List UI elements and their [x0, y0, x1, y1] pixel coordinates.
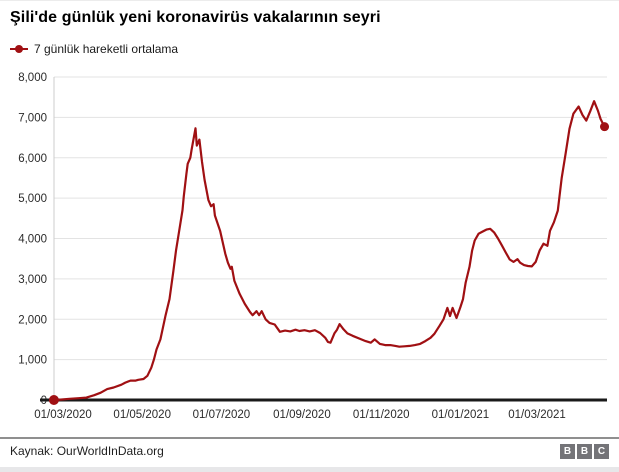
x-tick-label: 01/01/2021 — [432, 409, 490, 421]
y-tick-label: 4,000 — [18, 234, 47, 246]
y-tick-label: 6,000 — [18, 153, 47, 165]
x-tick-label: 01/05/2020 — [113, 409, 171, 421]
bbc-logo: B B C — [560, 444, 609, 459]
footer-divider — [0, 437, 619, 439]
x-tick-label: 01/03/2020 — [34, 409, 92, 421]
source-text: Kaynak: OurWorldInData.org — [10, 444, 164, 458]
legend: 7 günlük hareketli ortalama — [10, 42, 178, 56]
bottom-strip — [0, 467, 619, 472]
y-tick-label: 2,000 — [18, 314, 47, 326]
bbc-logo-letter: B — [577, 444, 592, 459]
y-tick-label: 5,000 — [18, 193, 47, 205]
x-tick-label: 01/11/2020 — [353, 409, 410, 421]
x-tick-label: 01/03/2021 — [508, 409, 566, 421]
y-tick-label: 8,000 — [18, 72, 47, 84]
bbc-logo-letter: B — [560, 444, 575, 459]
bbc-logo-letter: C — [594, 444, 609, 459]
y-tick-label: 7,000 — [18, 112, 47, 124]
y-tick-label: 3,000 — [18, 274, 47, 286]
x-tick-label: 01/07/2020 — [193, 409, 251, 421]
series-end-dot — [600, 122, 610, 132]
y-tick-label: 1,000 — [18, 355, 47, 367]
line-chart-plot: 01,0002,0003,0004,0005,0006,0007,0008,00… — [18, 72, 610, 421]
legend-marker-icon — [10, 45, 28, 53]
page-title: Şili'de günlük yeni koronavirüs vakaları… — [10, 9, 381, 26]
series-start-dot — [48, 395, 59, 405]
x-tick-label: 01/09/2020 — [273, 409, 331, 421]
legend-label: 7 günlük hareketli ortalama — [34, 42, 179, 56]
series-line — [52, 100, 606, 402]
